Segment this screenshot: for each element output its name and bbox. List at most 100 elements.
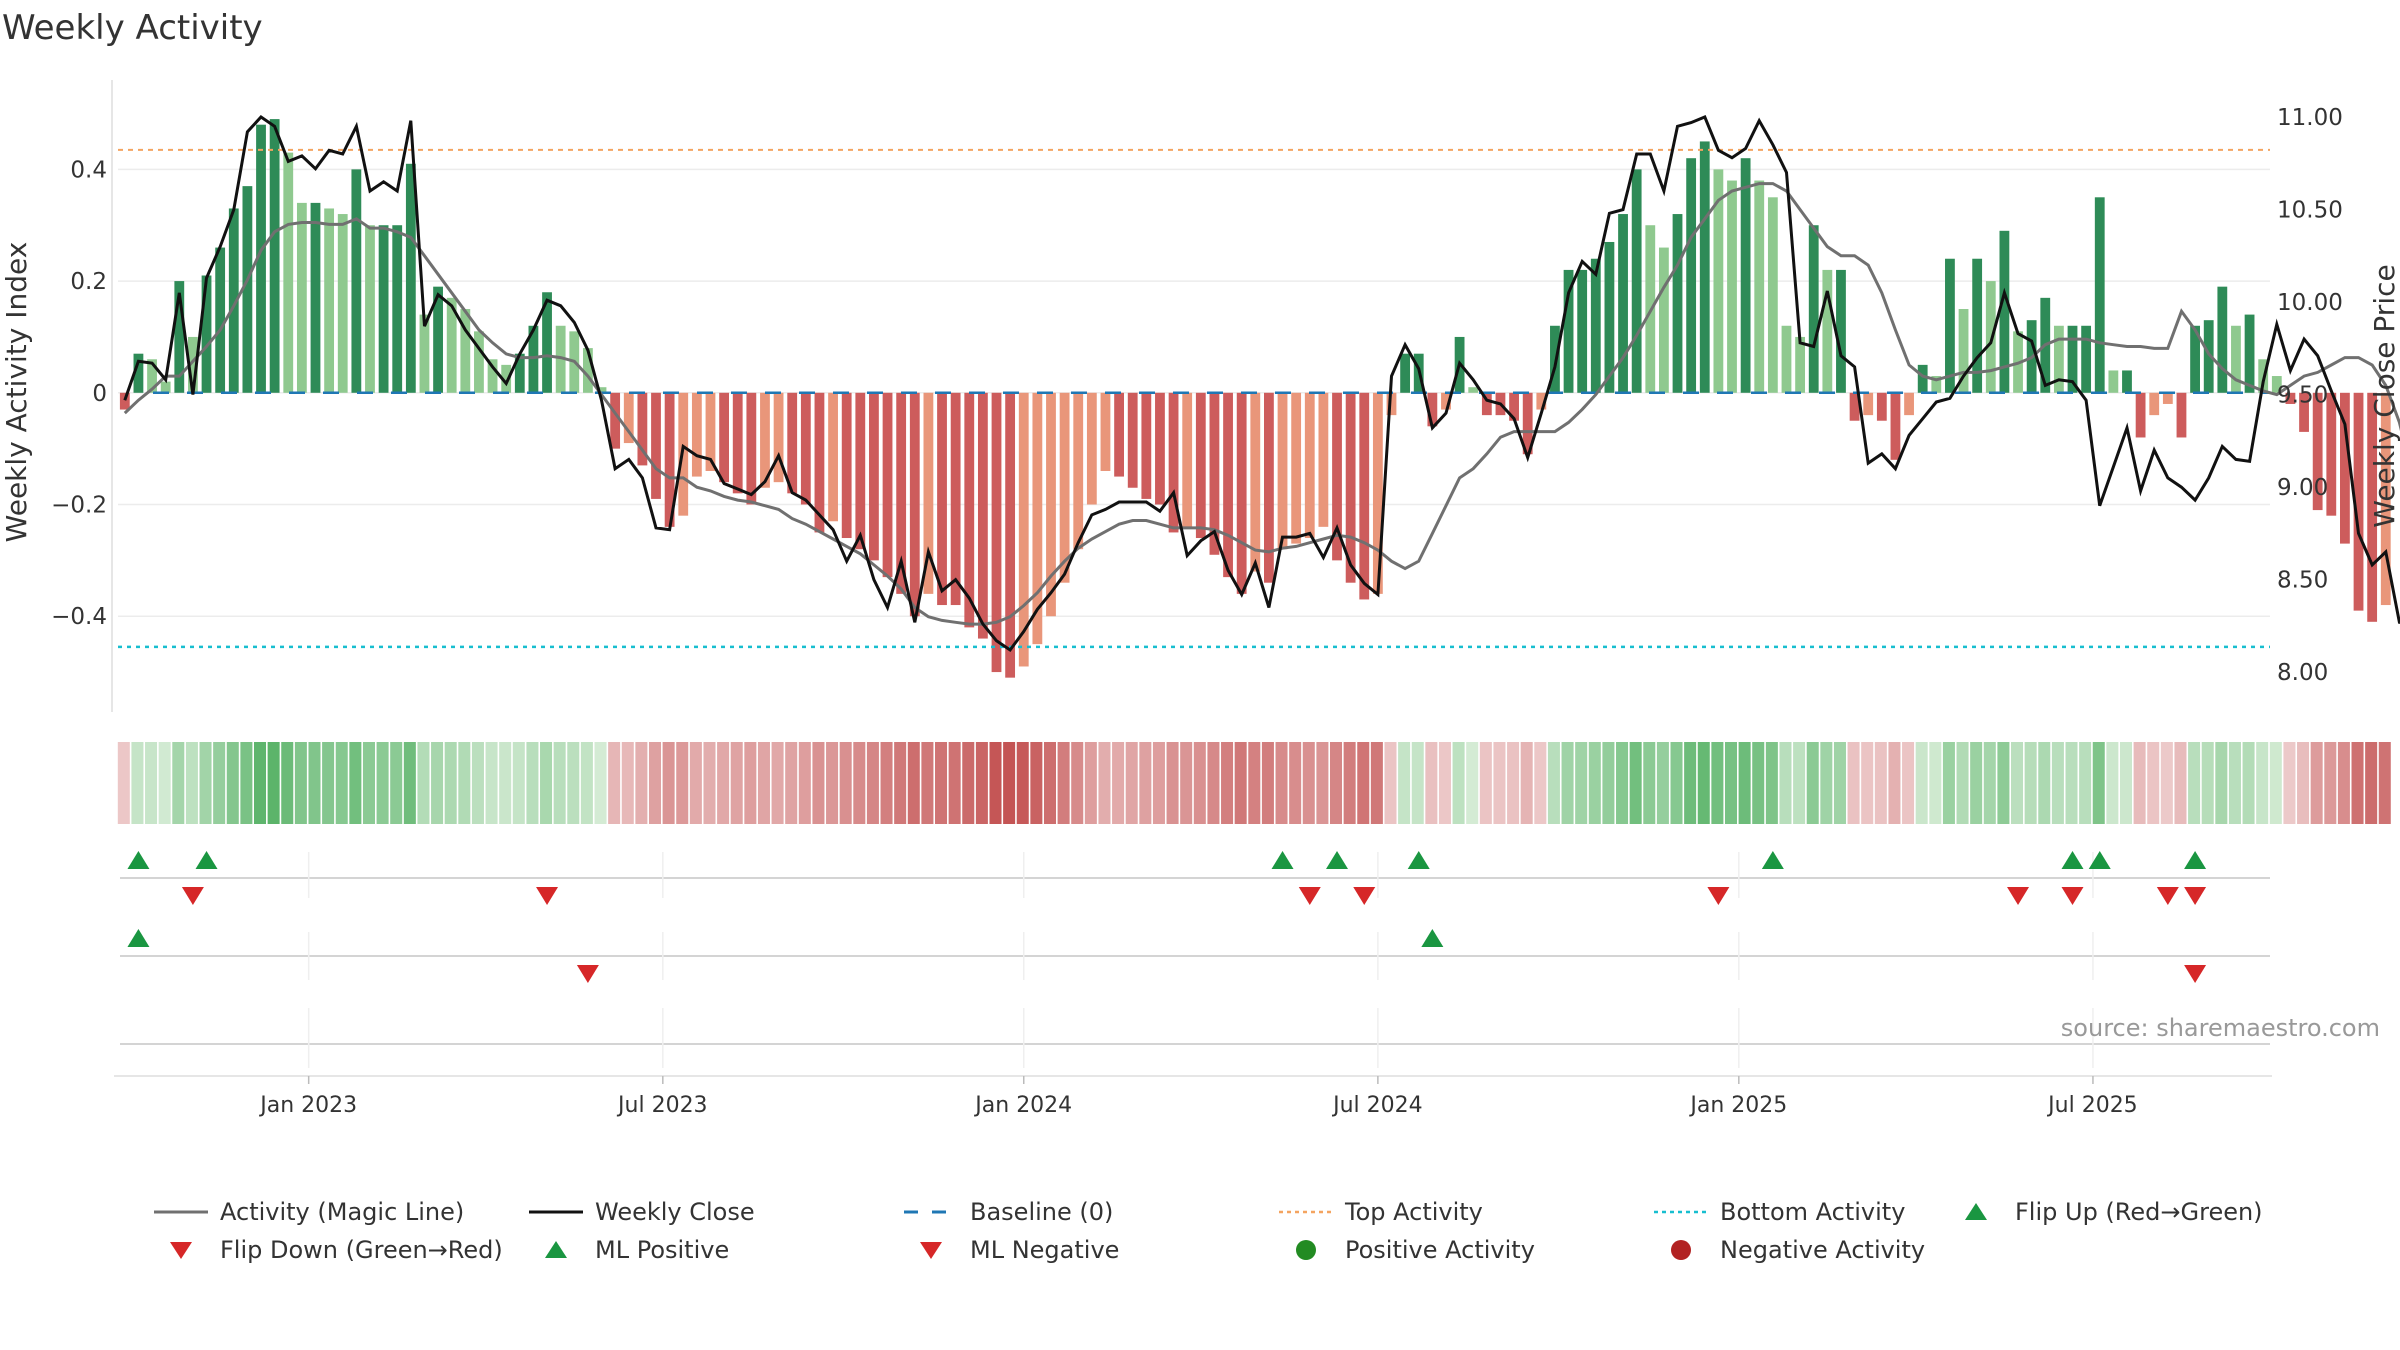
activity-bar [351, 169, 362, 393]
heat-cell [485, 742, 498, 824]
heat-cell [1602, 742, 1615, 824]
activity-bar [2149, 392, 2160, 416]
activity-bar [242, 186, 253, 393]
heat-cell [349, 742, 362, 824]
heat-cell [1125, 742, 1138, 824]
legend-label: Bottom Activity [1720, 1198, 1906, 1226]
heat-cell [1234, 742, 1247, 824]
legend-swatch-icon [525, 1238, 587, 1262]
heat-cell [1398, 742, 1411, 824]
activity-bar [1890, 392, 1901, 460]
heat-cell [1738, 742, 1751, 824]
heat-cell [1152, 742, 1165, 824]
weekly-close-line [123, 115, 2400, 653]
activity-bar [1468, 387, 1479, 393]
heat-cell [2378, 742, 2391, 824]
heat-cell [512, 742, 525, 824]
activity-bar [1372, 392, 1383, 594]
activity-bar [814, 392, 825, 533]
activity-bar [133, 353, 144, 393]
heat-cell [744, 742, 757, 824]
heat-cell [1003, 742, 1016, 824]
heat-cell [1616, 742, 1629, 824]
activity-bar [283, 152, 294, 393]
activity-bar [474, 331, 484, 393]
activity-bar [760, 392, 770, 488]
activity-bar [1195, 392, 1206, 539]
activity-bar [1767, 197, 1778, 393]
activity-bar [1590, 258, 1601, 393]
legend-item-magic: Activity (Magic Line) [150, 1200, 464, 1224]
legend-item-pos-act: Positive Activity [1275, 1238, 1535, 1262]
heat-cell [1820, 742, 1833, 824]
legend-swatch-icon [525, 1200, 587, 1224]
right-tick-label: 10.00 [2277, 290, 2343, 316]
activity-bar [365, 225, 375, 393]
heat-cell [2133, 742, 2146, 824]
activity-bar [324, 208, 335, 393]
heat-cell [2324, 742, 2337, 824]
activity-bar [1577, 269, 1588, 393]
heat-cell [145, 742, 158, 824]
left-tick-label: −0.2 [51, 493, 107, 519]
activity-bar [174, 281, 185, 393]
heat-cell [1479, 742, 1492, 824]
activity-bar [1427, 392, 1438, 427]
heat-cell [1534, 742, 1547, 824]
heat-cell [1384, 742, 1397, 824]
flip-up-marker [1407, 851, 1430, 869]
heat-cell [1847, 742, 1860, 824]
legend-swatch-icon [1275, 1238, 1337, 1262]
heat-cell [1643, 742, 1656, 824]
activity-bar [787, 392, 798, 494]
activity-bar [2244, 314, 2255, 393]
activity-bar [2231, 325, 2241, 393]
activity-bar [433, 286, 443, 393]
heat-cell [1084, 742, 1097, 824]
heat-cell [1561, 742, 1574, 824]
legend-label: Flip Down (Green→Red) [220, 1236, 503, 1264]
heat-cell [2024, 742, 2037, 824]
activity-bar [1059, 392, 1070, 583]
activity-bar [446, 297, 457, 393]
heat-cell [254, 742, 267, 824]
activity-bar [1141, 392, 1152, 499]
activity-bar [501, 364, 512, 393]
activity-bar [1509, 392, 1519, 421]
heat-cell [2242, 742, 2255, 824]
activity-bar [1917, 364, 1928, 393]
legend-swatch-icon [1650, 1238, 1712, 1262]
right-tick-label: 9.00 [2277, 475, 2328, 501]
activity-bar [869, 392, 879, 561]
activity-bar [310, 202, 321, 393]
activity-bar [2094, 197, 2105, 393]
heat-cell [1357, 742, 1370, 824]
heat-cell [1343, 742, 1356, 824]
activity-bar [1223, 392, 1233, 578]
heat-cell [1016, 742, 1029, 824]
activity-bar [991, 392, 1002, 673]
heat-cell [294, 742, 307, 824]
heat-cell [117, 742, 130, 824]
heat-cell [553, 742, 566, 824]
ml-negative-marker [576, 965, 599, 983]
flip-down-marker [2061, 887, 2084, 905]
legend-swatch-icon [150, 1200, 212, 1224]
activity-bar [1073, 392, 1084, 550]
heat-cell [2147, 742, 2160, 824]
heat-cell [1793, 742, 1806, 824]
heat-cell [390, 742, 403, 824]
heat-cell [580, 742, 593, 824]
heat-cell [444, 742, 457, 824]
right-tick-label: 8.50 [2277, 568, 2328, 594]
flip-up-marker [1326, 851, 1349, 869]
heat-cell [1765, 742, 1778, 824]
activity-bar [1127, 392, 1138, 488]
heat-cell [2065, 742, 2078, 824]
heat-cell [1724, 742, 1738, 824]
activity-bar [732, 392, 743, 494]
flip-up-marker [2184, 851, 2207, 869]
heat-cell [403, 742, 416, 824]
x-tick-label: Jul 2025 [2046, 1093, 2138, 1118]
ml-positive-marker [127, 929, 150, 947]
